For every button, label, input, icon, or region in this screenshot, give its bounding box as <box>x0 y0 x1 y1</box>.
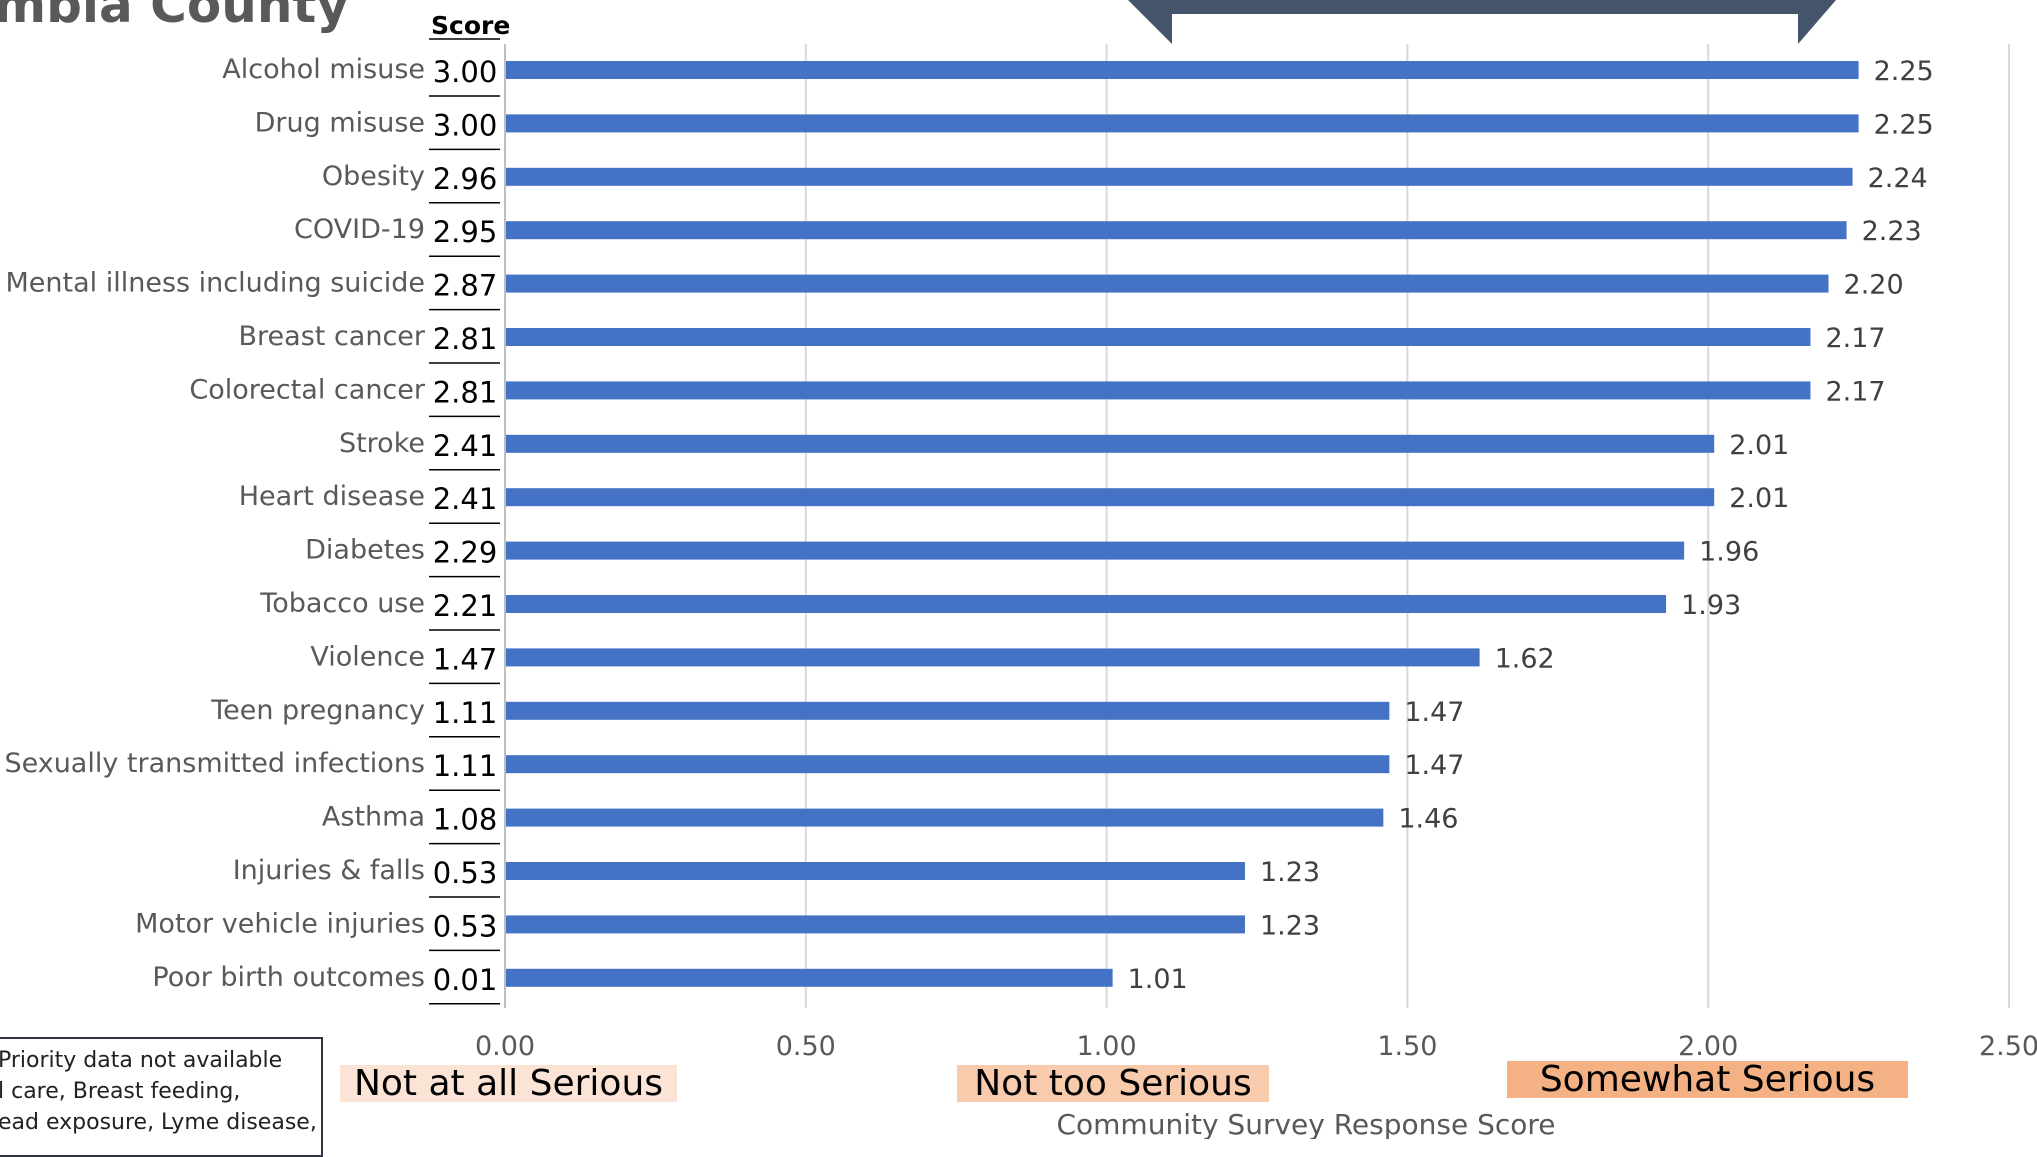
bar-value-label: 1.46 <box>1398 804 1458 835</box>
bar-value-label: 2.24 <box>1868 163 1928 194</box>
bar <box>505 595 1667 613</box>
bars-group <box>505 61 1859 987</box>
bar-value-label: 2.25 <box>1874 109 1934 140</box>
category-label: Obesity <box>322 161 425 192</box>
category-label: Sexually transmitted infections <box>4 748 425 779</box>
score-value: 1.08 <box>433 803 498 837</box>
bar <box>505 167 1853 186</box>
category-label: Tobacco use <box>259 588 425 619</box>
bar-value-label: 1.47 <box>1404 750 1464 781</box>
category-label: Motor vehicle injuries <box>135 908 425 939</box>
top-bracket-shape <box>1128 0 1836 44</box>
bar-value-label: 1.96 <box>1699 537 1759 568</box>
note-line-3: ead exposure, Lyme disease, <box>0 1110 317 1135</box>
category-label: Heart disease <box>239 481 425 512</box>
category-label: Asthma <box>322 802 425 833</box>
scale-label: Somewhat Serious <box>1540 1059 1875 1100</box>
score-value: 1.11 <box>433 749 498 783</box>
bar <box>505 862 1245 880</box>
category-label: Violence <box>310 641 425 672</box>
category-label: Breast cancer <box>239 321 426 352</box>
score-value: 2.21 <box>433 589 498 623</box>
bar <box>505 221 1847 240</box>
bar-value-label: 1.62 <box>1495 643 1555 674</box>
bar-value-label: 1.93 <box>1681 590 1741 621</box>
bar <box>505 114 1859 133</box>
bar <box>505 968 1113 987</box>
bar-value-label: 2.01 <box>1729 430 1789 461</box>
bar <box>505 808 1384 827</box>
x-tick-label: 0.50 <box>776 1031 836 1062</box>
bar <box>505 61 1859 79</box>
bar-value-label: 1.01 <box>1128 964 1188 995</box>
note-line-2: l care, Breast feeding, <box>0 1079 241 1104</box>
labels-group: 2.25 Alcohol misuse 3.00 2.25 Drug misuse 3.0… <box>4 54 1934 1005</box>
score-value: 2.96 <box>433 162 498 196</box>
score-column-header: Score <box>431 11 510 40</box>
note-box: Priority data not available l care, Brea… <box>0 1037 323 1157</box>
category-label: Colorectal cancer <box>189 374 426 405</box>
category-label: Diabetes <box>305 535 425 566</box>
bar-value-label: 2.25 <box>1874 56 1934 87</box>
bar <box>505 381 1811 400</box>
score-value: 2.29 <box>433 536 498 570</box>
bar <box>505 648 1480 667</box>
severity-scale-labels: Not at all Serious Not too Serious Somewha… <box>340 1059 1908 1104</box>
bar <box>505 328 1811 346</box>
score-value: 2.95 <box>433 215 498 249</box>
bar <box>505 274 1829 293</box>
score-value: 0.53 <box>433 909 498 943</box>
score-value: 3.00 <box>433 108 498 142</box>
scale-label: Not too Serious <box>974 1063 1252 1104</box>
bar-value-label: 2.01 <box>1729 483 1789 514</box>
bar <box>505 915 1245 934</box>
x-tick-label: 2.00 <box>1678 1031 1738 1062</box>
scale-label-box <box>1507 1061 1908 1098</box>
bar-value-label: 1.23 <box>1260 910 1320 941</box>
score-value: 3.00 <box>433 55 498 89</box>
category-label: Injuries & falls <box>233 855 425 886</box>
scale-label-box <box>957 1065 1269 1102</box>
scale-label-box <box>340 1065 677 1102</box>
scale-label: Not at all Serious <box>354 1063 663 1104</box>
note-line-1: Priority data not available <box>0 1048 283 1073</box>
score-value: 1.47 <box>433 642 498 676</box>
score-value: 2.81 <box>433 375 498 409</box>
bar-value-label: 2.17 <box>1825 323 1885 354</box>
bar <box>505 755 1390 774</box>
score-value: 2.41 <box>433 429 498 463</box>
x-tick-label: 2.50 <box>1979 1031 2037 1062</box>
score-value: 2.87 <box>433 269 498 303</box>
score-value: 2.41 <box>433 482 498 516</box>
bar <box>505 488 1715 507</box>
category-label: Poor birth outcomes <box>152 962 425 993</box>
category-label: Stroke <box>339 428 425 459</box>
category-label: Drug misuse <box>255 107 425 138</box>
bar-value-label: 1.23 <box>1260 857 1320 888</box>
x-tick-label: 0.00 <box>475 1031 535 1062</box>
chart-title: mbia County <box>0 0 349 34</box>
x-axis: 0.00 0.50 1.00 1.50 2.00 2.50 <box>475 44 2037 1062</box>
bar <box>505 541 1685 560</box>
x-axis-title: Community Survey Response Score <box>1056 1108 1555 1139</box>
bar-value-label: 2.17 <box>1825 376 1885 407</box>
x-tick-label: 1.50 <box>1377 1031 1437 1062</box>
bar <box>505 701 1390 720</box>
bar-value-label: 1.47 <box>1404 697 1464 728</box>
category-label: Alcohol misuse <box>222 54 425 85</box>
bar-value-label: 2.20 <box>1844 270 1904 301</box>
score-value: 1.11 <box>433 696 498 730</box>
gridlines <box>804 44 2010 1008</box>
score-value: 0.01 <box>433 963 498 997</box>
category-label: Teen pregnancy <box>210 695 425 726</box>
bar-value-label: 2.23 <box>1862 216 1922 247</box>
category-label: Mental illness including suicide <box>5 268 425 299</box>
score-value: 0.53 <box>433 856 498 890</box>
bar <box>505 434 1715 453</box>
score-value: 2.81 <box>433 322 498 356</box>
category-label: COVID-19 <box>294 214 425 245</box>
x-tick-label: 1.00 <box>1077 1031 1137 1062</box>
